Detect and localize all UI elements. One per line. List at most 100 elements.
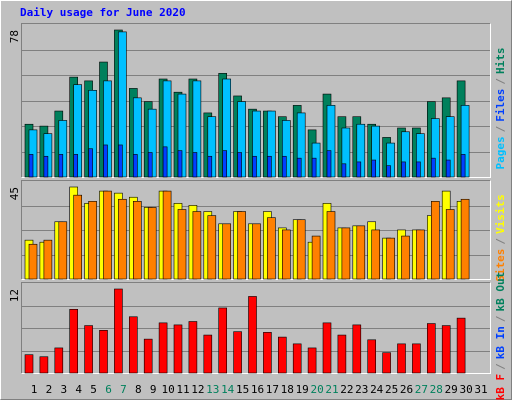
bar	[207, 215, 217, 280]
bar	[162, 146, 168, 178]
x-tick-label: 10	[161, 383, 174, 396]
y-tick-label: 45	[8, 187, 21, 200]
bar	[456, 317, 466, 374]
x-tick-label: 24	[370, 383, 384, 396]
legend-separator: /	[494, 78, 507, 85]
x-tick-label: 15	[236, 383, 249, 396]
x-tick-label: 23	[355, 383, 368, 396]
legend: Pages / Files / Hits	[494, 48, 507, 170]
bar	[237, 211, 246, 280]
bar	[460, 198, 470, 280]
bar	[307, 347, 317, 374]
bar	[237, 152, 242, 178]
bar	[296, 157, 302, 178]
legend-entry: kB F	[494, 374, 507, 400]
bar	[426, 323, 436, 374]
bar	[311, 157, 317, 178]
legend-entry: Visits	[494, 194, 507, 234]
bar	[28, 243, 38, 280]
bar	[371, 229, 381, 280]
bar	[84, 325, 93, 374]
bar	[39, 356, 49, 374]
legend-separator: /	[494, 238, 507, 245]
panel-border	[21, 282, 491, 374]
legend-entry: kB Out	[494, 272, 507, 312]
x-tick-label: 28	[430, 383, 443, 396]
bar	[267, 217, 276, 280]
bar	[58, 221, 68, 280]
legend-entry: Sites	[494, 249, 507, 282]
bar	[177, 150, 183, 178]
bar	[203, 334, 213, 374]
bar	[445, 209, 455, 280]
bar	[412, 343, 421, 374]
bar	[430, 201, 440, 280]
bar	[188, 321, 198, 374]
x-tick-label: 22	[340, 383, 353, 396]
bar	[218, 307, 227, 374]
bar	[192, 152, 198, 178]
bar	[88, 201, 97, 280]
legend-separator: /	[494, 315, 507, 322]
bar	[133, 201, 142, 280]
x-tick-label: 21	[325, 383, 338, 396]
x-tick-label: 29	[445, 383, 458, 396]
legend-entry: Files	[494, 89, 507, 122]
bar	[397, 343, 406, 374]
x-tick-label: 1	[31, 383, 38, 396]
x-tick-label: 14	[221, 383, 235, 396]
bar	[58, 154, 64, 178]
bar	[326, 211, 336, 280]
x-tick-label: 11	[176, 383, 189, 396]
x-tick-label: 27	[415, 383, 428, 396]
bar	[386, 237, 395, 280]
bar	[248, 296, 257, 374]
x-tick-label: 17	[266, 383, 279, 396]
bar	[222, 150, 227, 178]
chart-title: Daily usage for June 2020	[20, 6, 186, 19]
bar	[401, 235, 410, 280]
bar	[133, 154, 138, 178]
bar	[43, 239, 53, 280]
legend-entry: Pages	[494, 136, 507, 169]
bar	[118, 198, 127, 280]
bar	[73, 194, 82, 280]
y-tick-label: 12	[8, 289, 21, 302]
legend-separator: /	[494, 125, 507, 132]
bar	[296, 219, 306, 280]
bar	[341, 163, 347, 178]
bar	[147, 207, 157, 280]
panel-border	[21, 180, 491, 280]
bar	[99, 330, 108, 374]
bar	[129, 316, 138, 374]
bar	[416, 229, 425, 280]
bar	[143, 338, 153, 374]
panel-border	[21, 23, 491, 178]
bar	[54, 347, 64, 374]
bar	[371, 159, 377, 178]
bar	[337, 334, 347, 374]
bar	[103, 190, 112, 280]
bar	[441, 325, 451, 374]
x-tick-label: 31	[474, 383, 487, 396]
y-tick-label: 78	[8, 30, 21, 43]
bar	[24, 354, 34, 374]
x-tick-label: 25	[385, 383, 398, 396]
bar	[207, 155, 213, 178]
bar	[88, 148, 93, 178]
x-tick-label: 18	[281, 383, 294, 396]
bar	[103, 144, 108, 178]
bar	[69, 309, 78, 374]
bar	[460, 154, 466, 178]
bar	[252, 223, 261, 280]
x-tick-label: 26	[400, 383, 413, 396]
bar	[233, 331, 242, 374]
bar	[114, 288, 123, 374]
legend-entry: kB In	[494, 326, 507, 359]
bar	[356, 161, 362, 178]
bar	[356, 225, 366, 280]
bar	[367, 339, 377, 374]
bar	[382, 352, 391, 374]
